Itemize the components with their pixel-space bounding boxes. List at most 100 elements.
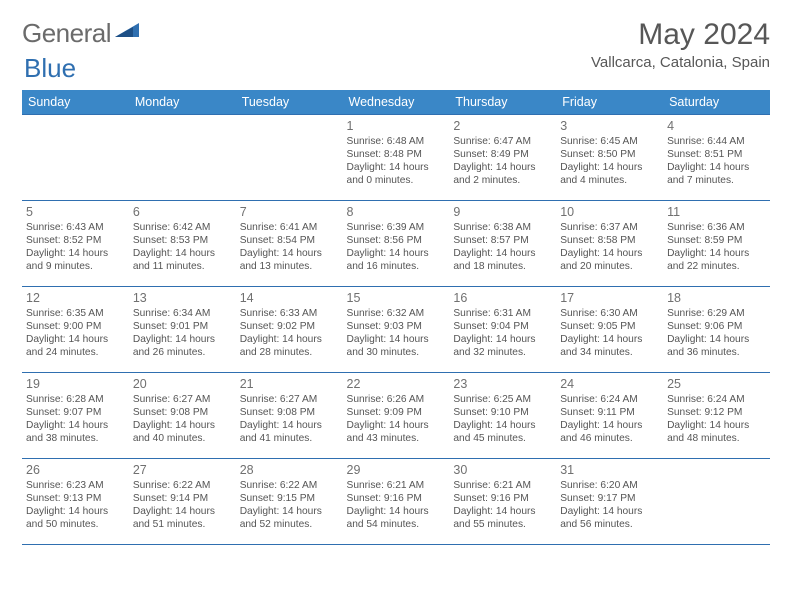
day-cell: 16Sunrise: 6:31 AMSunset: 9:04 PMDayligh… [449,287,556,373]
sunrise-line: Sunrise: 6:34 AM [133,307,232,320]
sunset-line: Sunset: 8:51 PM [667,148,766,161]
daylight-line-2: and 38 minutes. [26,432,125,445]
day-cell: 25Sunrise: 6:24 AMSunset: 9:12 PMDayligh… [663,373,770,459]
daylight-line-2: and 4 minutes. [560,174,659,187]
logo-text-a: General [22,18,111,49]
sunrise-line: Sunrise: 6:28 AM [26,393,125,406]
daylight-line-1: Daylight: 14 hours [347,505,446,518]
day-cell: 26Sunrise: 6:23 AMSunset: 9:13 PMDayligh… [22,459,129,545]
calendar-body: 1Sunrise: 6:48 AMSunset: 8:48 PMDaylight… [22,115,770,545]
daylight-line-2: and 13 minutes. [240,260,339,273]
sunset-line: Sunset: 8:48 PM [347,148,446,161]
daylight-line-2: and 11 minutes. [133,260,232,273]
daylight-line-2: and 45 minutes. [453,432,552,445]
day-cell: 27Sunrise: 6:22 AMSunset: 9:14 PMDayligh… [129,459,236,545]
daylight-line-1: Daylight: 14 hours [347,247,446,260]
sunrise-line: Sunrise: 6:22 AM [240,479,339,492]
day-number: 3 [560,118,659,134]
daylight-line-1: Daylight: 14 hours [560,247,659,260]
day-cell [129,115,236,201]
daylight-line-2: and 51 minutes. [133,518,232,531]
daylight-line-2: and 50 minutes. [26,518,125,531]
day-number: 17 [560,290,659,306]
sunrise-line: Sunrise: 6:32 AM [347,307,446,320]
day-number: 20 [133,376,232,392]
day-number: 6 [133,204,232,220]
sunrise-line: Sunrise: 6:44 AM [667,135,766,148]
sunset-line: Sunset: 9:16 PM [347,492,446,505]
day-cell [22,115,129,201]
day-cell: 11Sunrise: 6:36 AMSunset: 8:59 PMDayligh… [663,201,770,287]
daylight-line-2: and 9 minutes. [26,260,125,273]
day-cell: 21Sunrise: 6:27 AMSunset: 9:08 PMDayligh… [236,373,343,459]
day-cell: 5Sunrise: 6:43 AMSunset: 8:52 PMDaylight… [22,201,129,287]
day-number: 22 [347,376,446,392]
sunset-line: Sunset: 8:56 PM [347,234,446,247]
sunset-line: Sunset: 9:08 PM [240,406,339,419]
sunset-line: Sunset: 9:13 PM [26,492,125,505]
header-friday: Friday [556,90,663,115]
sunset-line: Sunset: 8:50 PM [560,148,659,161]
day-cell: 20Sunrise: 6:27 AMSunset: 9:08 PMDayligh… [129,373,236,459]
daylight-line-2: and 18 minutes. [453,260,552,273]
daylight-line-2: and 52 minutes. [240,518,339,531]
sunset-line: Sunset: 9:04 PM [453,320,552,333]
week-row: 5Sunrise: 6:43 AMSunset: 8:52 PMDaylight… [22,201,770,287]
sunrise-line: Sunrise: 6:22 AM [133,479,232,492]
daylight-line-1: Daylight: 14 hours [453,505,552,518]
day-number: 19 [26,376,125,392]
daylight-line-1: Daylight: 14 hours [240,505,339,518]
daylight-line-2: and 16 minutes. [347,260,446,273]
day-cell: 23Sunrise: 6:25 AMSunset: 9:10 PMDayligh… [449,373,556,459]
day-number: 7 [240,204,339,220]
daylight-line-2: and 0 minutes. [347,174,446,187]
day-number: 24 [560,376,659,392]
day-cell [236,115,343,201]
week-row: 12Sunrise: 6:35 AMSunset: 9:00 PMDayligh… [22,287,770,373]
daylight-line-2: and 36 minutes. [667,346,766,359]
day-cell [663,459,770,545]
day-number: 25 [667,376,766,392]
daylight-line-1: Daylight: 14 hours [133,419,232,432]
sunrise-line: Sunrise: 6:37 AM [560,221,659,234]
sunset-line: Sunset: 9:15 PM [240,492,339,505]
sunset-line: Sunset: 8:57 PM [453,234,552,247]
daylight-line-2: and 48 minutes. [667,432,766,445]
daylight-line-1: Daylight: 14 hours [560,333,659,346]
day-number: 21 [240,376,339,392]
day-number: 27 [133,462,232,478]
daylight-line-1: Daylight: 14 hours [240,333,339,346]
day-number: 11 [667,204,766,220]
day-number: 2 [453,118,552,134]
sunset-line: Sunset: 9:14 PM [133,492,232,505]
daylight-line-1: Daylight: 14 hours [26,247,125,260]
sunrise-line: Sunrise: 6:25 AM [453,393,552,406]
header-monday: Monday [129,90,236,115]
day-cell: 3Sunrise: 6:45 AMSunset: 8:50 PMDaylight… [556,115,663,201]
sunrise-line: Sunrise: 6:23 AM [26,479,125,492]
daylight-line-2: and 22 minutes. [667,260,766,273]
sunrise-line: Sunrise: 6:31 AM [453,307,552,320]
daylight-line-1: Daylight: 14 hours [667,419,766,432]
daylight-line-2: and 32 minutes. [453,346,552,359]
sunset-line: Sunset: 9:01 PM [133,320,232,333]
day-cell: 22Sunrise: 6:26 AMSunset: 9:09 PMDayligh… [343,373,450,459]
day-number: 9 [453,204,552,220]
sunset-line: Sunset: 8:54 PM [240,234,339,247]
sunset-line: Sunset: 9:08 PM [133,406,232,419]
sunrise-line: Sunrise: 6:27 AM [133,393,232,406]
sunrise-line: Sunrise: 6:48 AM [347,135,446,148]
day-cell: 2Sunrise: 6:47 AMSunset: 8:49 PMDaylight… [449,115,556,201]
day-cell: 13Sunrise: 6:34 AMSunset: 9:01 PMDayligh… [129,287,236,373]
daylight-line-1: Daylight: 14 hours [453,419,552,432]
daylight-line-1: Daylight: 14 hours [560,161,659,174]
sunset-line: Sunset: 9:09 PM [347,406,446,419]
daylight-line-2: and 40 minutes. [133,432,232,445]
daylight-line-1: Daylight: 14 hours [26,419,125,432]
daylight-line-1: Daylight: 14 hours [667,161,766,174]
daylight-line-2: and 43 minutes. [347,432,446,445]
sunrise-line: Sunrise: 6:42 AM [133,221,232,234]
sunset-line: Sunset: 9:17 PM [560,492,659,505]
daylight-line-1: Daylight: 14 hours [667,247,766,260]
day-cell: 18Sunrise: 6:29 AMSunset: 9:06 PMDayligh… [663,287,770,373]
